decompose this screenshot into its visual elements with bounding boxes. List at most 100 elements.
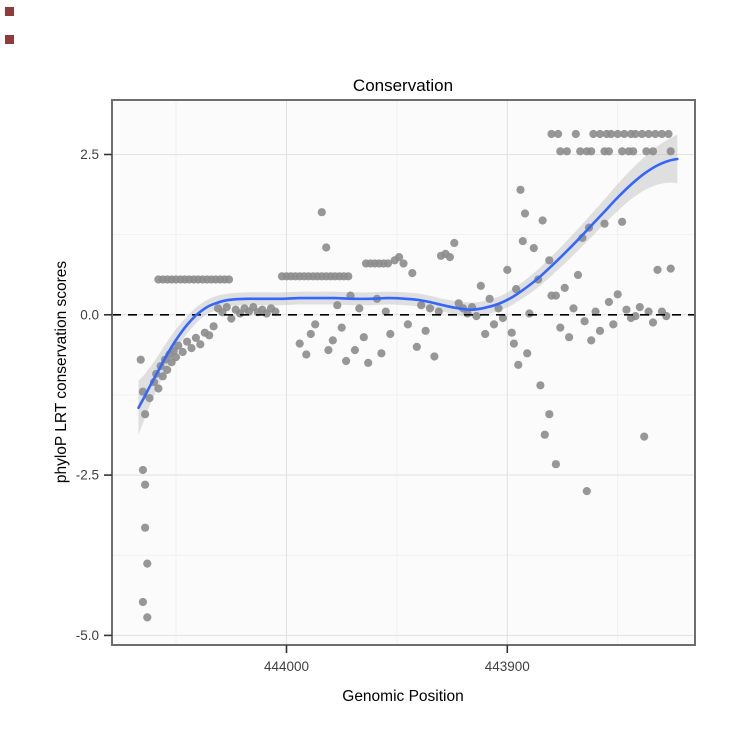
plot-title: Conservation (352, 76, 454, 95)
data-point (604, 147, 614, 156)
data-point (657, 129, 667, 139)
data-point (209, 322, 218, 331)
smooth-trend-line (137, 157, 679, 410)
data-point (554, 129, 563, 139)
data-point (637, 129, 647, 139)
data-point (174, 341, 183, 350)
data-point (136, 355, 145, 364)
data-point (618, 147, 627, 156)
data-point (434, 307, 443, 316)
data-point (536, 381, 545, 390)
data-point (408, 269, 417, 278)
data-point (395, 253, 404, 262)
data-point (403, 320, 412, 329)
data-point (485, 294, 494, 303)
data-point (196, 340, 205, 349)
data-point (560, 283, 569, 292)
data-point (324, 346, 333, 355)
data-point (576, 147, 585, 156)
y-tick-label: 0.0 (80, 307, 99, 322)
corner-artifact-mark (5, 7, 14, 16)
data-point (171, 353, 181, 362)
data-point (445, 253, 454, 262)
data-point (640, 432, 649, 441)
data-point (523, 349, 532, 358)
data-point (417, 301, 426, 310)
x-tick-label: 444000 (264, 659, 309, 674)
data-point (547, 129, 556, 139)
data-point (609, 320, 618, 329)
data-point (569, 304, 578, 313)
data-point (595, 129, 605, 139)
data-point (333, 301, 342, 310)
data-point (511, 285, 521, 294)
plot-panel-background (112, 100, 695, 645)
data-point (322, 243, 331, 252)
data-point (653, 265, 662, 274)
data-point (573, 270, 583, 280)
data-point (648, 147, 658, 156)
data-point (143, 613, 152, 622)
data-point (355, 304, 364, 313)
data-point (311, 320, 320, 329)
data-point (644, 307, 653, 316)
data-point (507, 328, 516, 337)
data-point (306, 329, 315, 339)
data-point (364, 358, 373, 367)
data-point (620, 129, 629, 139)
data-point (337, 323, 346, 332)
data-point (498, 313, 507, 323)
data-point (551, 291, 561, 300)
data-point (642, 147, 651, 156)
x-axis-title: Genomic Position (342, 688, 464, 705)
data-point (227, 314, 236, 323)
data-point (350, 346, 359, 355)
data-point (317, 208, 326, 217)
data-point (525, 309, 534, 318)
data-point (666, 264, 675, 273)
data-point (141, 410, 150, 419)
data-point (618, 217, 627, 226)
data-point (540, 430, 549, 439)
data-point (141, 523, 150, 532)
data-point (138, 465, 147, 475)
data-point (538, 216, 547, 225)
data-point (587, 147, 596, 156)
data-point (631, 129, 640, 139)
data-point (163, 365, 172, 374)
data-point (613, 290, 622, 299)
data-point (514, 360, 523, 369)
data-point (183, 337, 192, 346)
y-tick-label: 2.5 (80, 147, 99, 162)
data-point (666, 147, 675, 156)
data-point (582, 487, 591, 496)
data-point (138, 597, 147, 607)
data-point (205, 331, 214, 340)
data-point (556, 147, 565, 156)
data-point (565, 333, 574, 342)
data-point (587, 336, 596, 345)
data-point (342, 356, 351, 366)
data-point (472, 312, 481, 321)
data-point (571, 129, 580, 139)
data-point (651, 129, 660, 139)
data-point (589, 129, 598, 139)
data-point (545, 410, 554, 419)
data-point (664, 129, 673, 139)
data-point (595, 326, 605, 335)
data-point (191, 333, 200, 342)
data-point (635, 303, 644, 312)
data-point (328, 336, 337, 345)
data-point (271, 307, 280, 316)
data-point (518, 237, 527, 246)
data-point (222, 303, 231, 312)
data-point (629, 147, 638, 156)
data-point (412, 342, 421, 351)
data-point (607, 129, 616, 139)
data-point (158, 372, 167, 381)
data-point (516, 185, 525, 194)
data-point (481, 329, 490, 339)
y-axis-title: phyloP LRT conservation scores (53, 260, 70, 484)
